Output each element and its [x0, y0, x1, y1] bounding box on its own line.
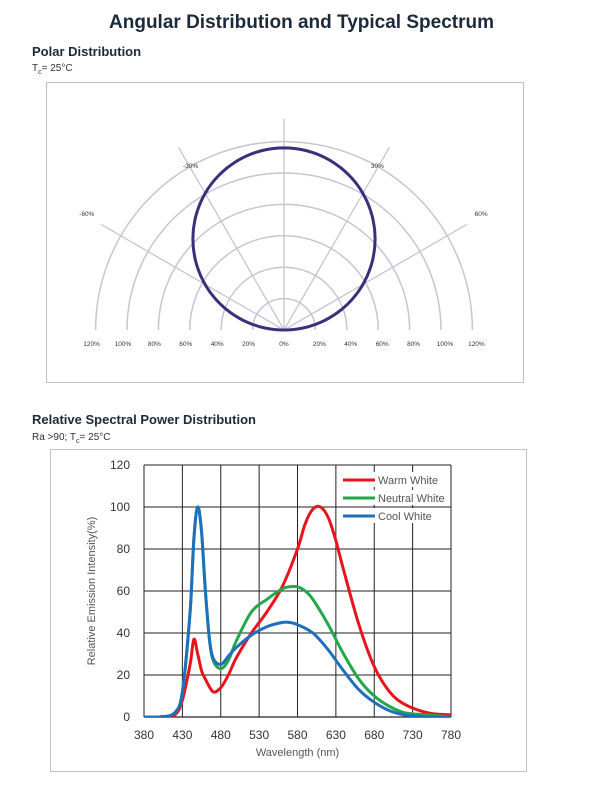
polar-radial-label: 0%	[279, 341, 289, 348]
page-title: Angular Distribution and Typical Spectru…	[109, 12, 494, 33]
polar-section-heading: Polar Distribution	[32, 44, 142, 59]
polar-radial-label: 80%	[148, 341, 161, 348]
y-tick-label: 40	[117, 626, 131, 640]
legend-label: Neutral White	[378, 493, 445, 505]
y-tick-label: 0	[123, 710, 130, 724]
spectrum-condition: Ra >90; Tc= 25°C	[32, 432, 110, 445]
legend-label-bg	[377, 490, 449, 505]
polar-spoke	[100, 223, 285, 331]
y-tick-label: 120	[110, 458, 130, 472]
polar-radial-label: 120%	[83, 341, 100, 348]
spectrum-chart: 0 20 40 60 80 100 120 380 430 480 530 580 630 680 730 7…	[86, 458, 461, 759]
y-tick-label: 20	[117, 668, 131, 682]
polar-condition-t: T	[32, 63, 39, 74]
polar-radial-label: 60%	[179, 341, 192, 348]
y-tick-label: 60	[117, 584, 131, 598]
polar-condition-sub: c	[38, 69, 42, 76]
x-tick-label: 580	[287, 728, 307, 742]
legend-label: Warm White	[378, 475, 438, 487]
polar-radial-label: 100%	[115, 341, 132, 348]
legend-label-bg	[377, 472, 449, 487]
x-tick-label: 780	[441, 728, 461, 742]
polar-radial-label: 100%	[437, 341, 454, 348]
spectrum-condition-sub: c	[76, 438, 80, 445]
polar-angle-label: -30%	[183, 163, 198, 170]
y-tick-label: 100	[110, 500, 130, 514]
x-tick-label: 480	[211, 728, 231, 742]
x-tick-label: 730	[403, 728, 423, 742]
polar-angle-label: 60%	[475, 211, 488, 218]
polar-radial-label: 20%	[313, 341, 326, 348]
spectrum-condition-rest: = 25°C	[79, 432, 111, 443]
polar-intensity-curve	[191, 146, 377, 332]
y-axis-label: Relative Emission Intensity(%)	[86, 517, 98, 666]
polar-condition: Tc= 25°C	[32, 63, 73, 76]
polar-chart-frame: -30% 30% -60% 60% 120% 100% 80% 60% 40% 20% 0% 20% 4…	[46, 82, 524, 383]
polar-condition-rest: = 25°C	[41, 63, 73, 74]
x-tick-label: 630	[326, 728, 346, 742]
polar-radial-label: 120%	[468, 341, 485, 348]
series-line-warm-white	[144, 504, 451, 717]
polar-angle-label: 30%	[371, 163, 384, 170]
spectrum-chart-frame: 0 20 40 60 80 100 120 380 430 480 530 580 630 680 730 7…	[50, 449, 527, 772]
x-tick-label: 380	[134, 728, 154, 742]
polar-radial-label: 80%	[407, 341, 420, 348]
series-line-cool-white	[144, 505, 451, 717]
polar-radial-label: 60%	[376, 341, 389, 348]
polar-radial-label: 40%	[211, 341, 224, 348]
y-tick-label: 80	[117, 542, 131, 556]
spectrum-section-heading: Relative Spectral Power Distribution	[32, 412, 256, 427]
legend-label: Cool White	[378, 511, 432, 523]
polar-radial-label: 40%	[344, 341, 357, 348]
spectrum-condition-prefix: Ra >90; T	[32, 432, 77, 443]
polar-spoke	[177, 146, 285, 331]
polar-radial-label: 20%	[242, 341, 255, 348]
x-tick-label: 430	[172, 728, 192, 742]
polar-spoke	[283, 223, 468, 331]
polar-angle-label: -60%	[79, 211, 94, 218]
x-tick-label: 530	[249, 728, 269, 742]
x-axis-label: Wavelength (nm)	[256, 747, 339, 759]
polar-spoke	[283, 146, 391, 331]
polar-chart: -30% 30% -60% 60% 120% 100% 80% 60% 40% 20% 0% 20% 4…	[79, 118, 488, 348]
legend-label-bg	[377, 508, 449, 523]
x-tick-label: 680	[364, 728, 384, 742]
